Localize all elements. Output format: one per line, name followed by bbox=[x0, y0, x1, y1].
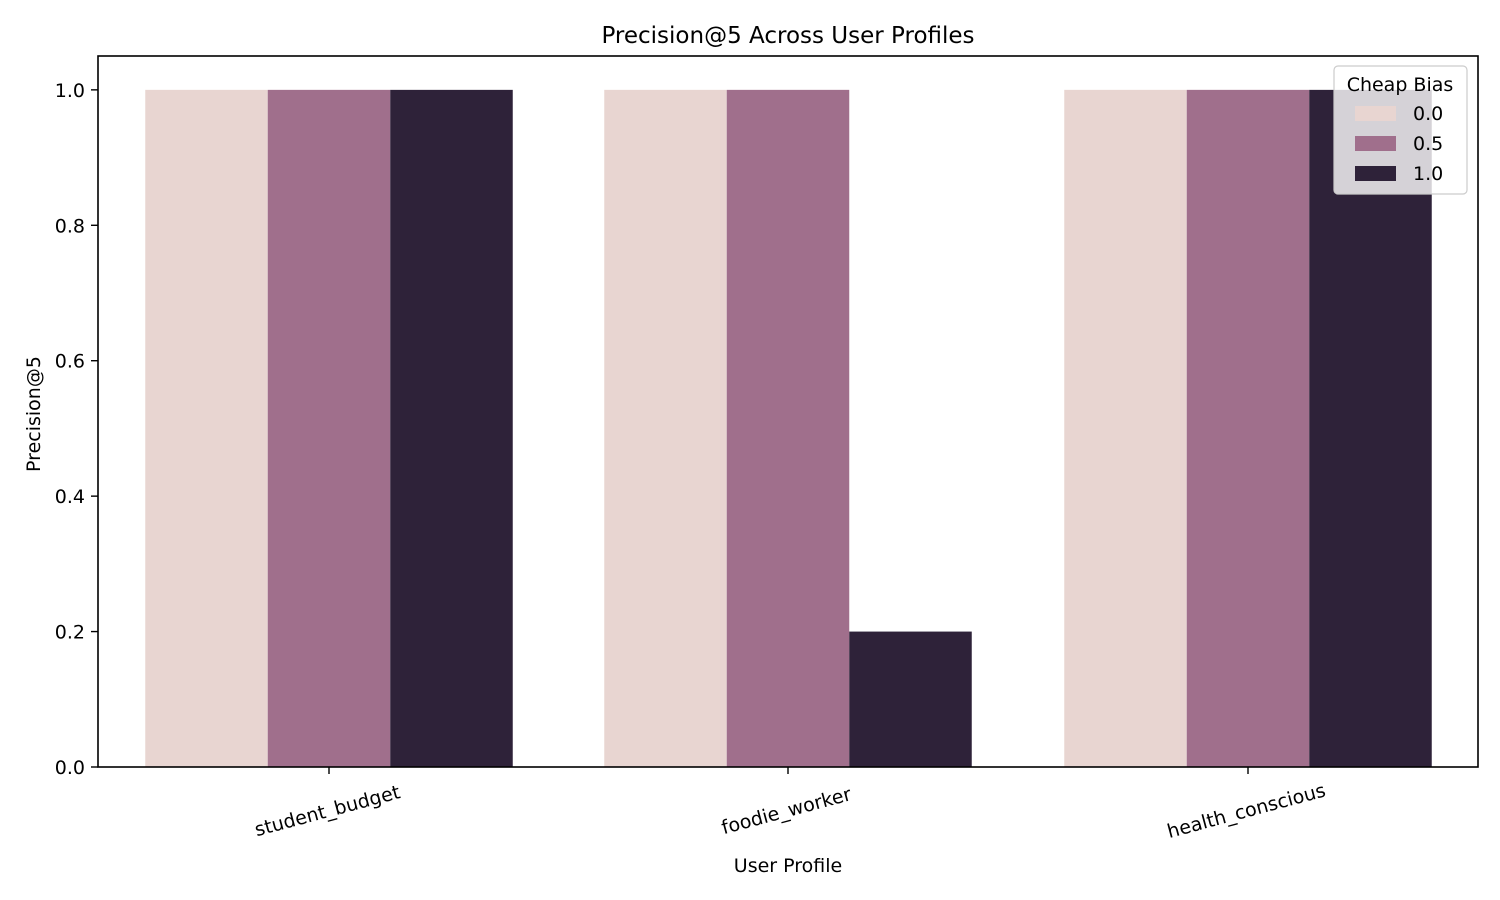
bar-student_budget-bias-0.0 bbox=[145, 89, 268, 768]
bar-health_conscious-bias-0.5 bbox=[1186, 89, 1310, 768]
chart-title: Precision@5 Across User Profiles bbox=[601, 23, 974, 49]
bar-health_conscious-bias-1.0 bbox=[1309, 89, 1432, 768]
legend-items: 0.0 0.5 1.0 bbox=[1355, 103, 1443, 185]
x-axis: student_budget foodie_worker health_consci… bbox=[252, 767, 1328, 843]
legend-swatch-0.0 bbox=[1355, 106, 1396, 121]
legend-label-0.5: 0.5 bbox=[1413, 133, 1443, 155]
bar-student_budget-bias-0.5 bbox=[267, 89, 391, 768]
y-axis: 0.0 0.2 0.4 0.6 0.8 1.0 bbox=[55, 80, 98, 779]
x-tick-label: student_budget bbox=[252, 781, 402, 841]
bar-health_conscious-bias-0.0 bbox=[1064, 89, 1187, 768]
bars-layer bbox=[145, 89, 1432, 768]
legend-box bbox=[1333, 65, 1468, 195]
bar-foodie_worker-bias-0.5 bbox=[726, 89, 850, 768]
y-tick-label: 1.0 bbox=[55, 80, 85, 102]
y-axis-label: Precision@5 bbox=[23, 356, 45, 472]
bar-student_budget-bias-1.0 bbox=[390, 89, 513, 768]
legend-swatch-0.5 bbox=[1355, 136, 1396, 151]
x-tick-label: health_conscious bbox=[1165, 779, 1328, 842]
legend: Cheap Bias 0.0 0.5 1.0 bbox=[1333, 65, 1468, 195]
y-tick-label: 0.4 bbox=[55, 486, 85, 508]
legend-title: Cheap Bias bbox=[1347, 74, 1454, 96]
y-tick-label: 0.8 bbox=[55, 215, 85, 237]
legend-label-0.0: 0.0 bbox=[1413, 103, 1443, 125]
y-tick-label: 0.2 bbox=[55, 622, 85, 644]
x-tick-label: foodie_worker bbox=[719, 783, 854, 839]
legend-swatch-1.0 bbox=[1355, 166, 1396, 181]
legend-label-1.0: 1.0 bbox=[1413, 163, 1443, 185]
bar-foodie_worker-bias-1.0 bbox=[849, 631, 972, 767]
x-axis-label: User Profile bbox=[734, 855, 842, 877]
bar-foodie_worker-bias-0.0 bbox=[604, 89, 727, 768]
y-tick-label: 0.6 bbox=[55, 351, 85, 373]
y-tick-label: 0.0 bbox=[55, 757, 85, 779]
